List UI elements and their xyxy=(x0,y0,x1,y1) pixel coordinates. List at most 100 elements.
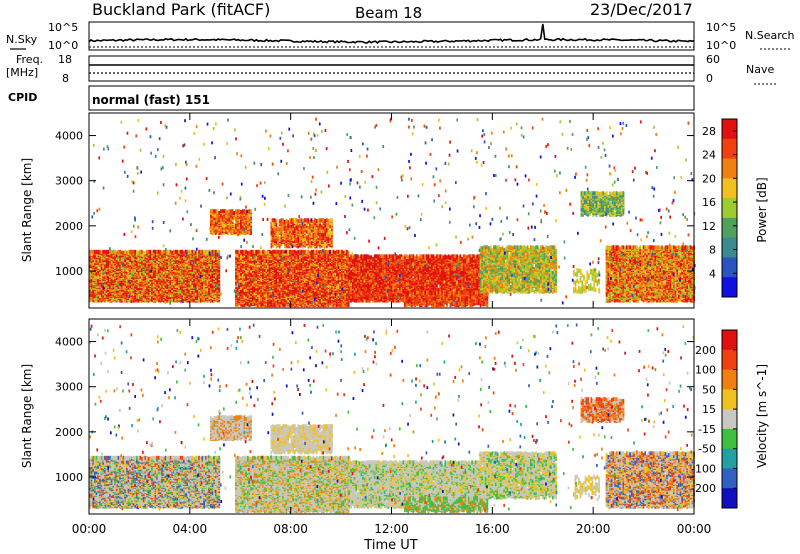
heatmap-cell xyxy=(188,249,190,254)
nave-tick-top: 60 xyxy=(706,53,720,66)
heatmap-cell xyxy=(142,253,145,258)
freq-label-2: [MHz] xyxy=(6,66,38,79)
heatmap-cell xyxy=(147,249,150,254)
heatmap-cell xyxy=(104,275,106,280)
heatmap-cell xyxy=(183,250,185,255)
heatmap-cell xyxy=(139,270,142,275)
heatmap-cell xyxy=(236,249,239,254)
nave-tick-bottom: 0 xyxy=(706,72,713,85)
heatmap-cell xyxy=(137,295,140,299)
heatmap-cell xyxy=(141,249,143,254)
heatmap-cell xyxy=(162,270,165,275)
heatmap-cell xyxy=(157,263,160,268)
heatmap-cell xyxy=(171,270,173,275)
freq-tick-top: 18 xyxy=(58,53,72,66)
heatmap-cell xyxy=(168,249,170,254)
heatmap-cell xyxy=(114,252,116,257)
noise-left-tick-bottom: 10^0 xyxy=(48,39,78,52)
heatmap-cell xyxy=(211,260,214,265)
heatmap-cell xyxy=(89,267,91,272)
noise-panel: N.Sky 10^5 10^0 10^5 10^0 N.Search xyxy=(6,21,795,52)
heatmap-cell xyxy=(191,266,194,271)
heatmap-cell xyxy=(100,258,103,263)
freq-label-1: Freq. xyxy=(16,53,43,66)
heatmap-cell xyxy=(131,249,133,254)
heatmap-cell xyxy=(238,249,241,254)
heatmap-cell xyxy=(142,250,145,255)
heatmap-cell xyxy=(161,250,163,255)
heatmap-cell xyxy=(263,249,266,254)
noise-left-tick-top: 10^5 xyxy=(48,21,78,34)
heatmap-cell xyxy=(250,249,252,254)
heatmap-cell xyxy=(95,277,98,282)
heatmap-cell xyxy=(100,249,103,254)
heatmap-cell xyxy=(255,249,258,254)
heatmap-cell xyxy=(201,249,204,254)
heatmap-cell xyxy=(191,249,194,254)
heatmap-cell xyxy=(191,290,194,295)
heatmap-cell xyxy=(132,285,135,289)
noise-search-label: N.Search xyxy=(745,29,795,42)
heatmap-cell xyxy=(126,292,128,297)
heatmap-cell xyxy=(89,249,91,254)
heatmap-cell xyxy=(253,270,256,275)
heatmap-cell xyxy=(240,249,242,254)
heatmap-cell xyxy=(199,249,202,254)
heatmap-cell xyxy=(90,249,93,254)
heatmap-cell xyxy=(139,249,142,254)
beam-label: Beam 18 xyxy=(355,4,422,22)
heatmap-cell xyxy=(107,262,110,267)
heatmap-cell xyxy=(162,249,165,254)
heatmap-cell xyxy=(114,277,116,282)
heatmap-cell xyxy=(218,249,221,254)
noise-sky-series xyxy=(88,23,695,44)
heatmap-cell xyxy=(173,249,175,254)
heatmap-cell xyxy=(171,250,173,255)
heatmap-cell xyxy=(189,249,192,254)
heatmap-cell xyxy=(152,260,155,265)
heatmap-cell xyxy=(157,249,160,254)
heatmap-cell xyxy=(176,249,179,254)
heatmap-cell xyxy=(253,249,256,254)
heatmap-cell xyxy=(164,249,167,254)
heatmap-cell xyxy=(149,249,152,254)
heatmap-cell xyxy=(122,297,125,302)
heatmap-cell xyxy=(213,249,216,254)
heatmap-cell xyxy=(107,249,110,254)
heatmap-cell xyxy=(120,271,123,276)
heatmap-cell xyxy=(265,250,268,255)
heatmap-cell xyxy=(272,249,274,254)
heatmap-cell xyxy=(159,266,162,271)
heatmap-cell xyxy=(99,265,101,270)
heatmap-cell xyxy=(203,249,205,254)
heatmap-cell xyxy=(110,279,113,284)
heatmap-cell xyxy=(184,249,187,254)
heatmap-cell xyxy=(105,249,108,254)
heatmap-cell xyxy=(247,250,249,255)
heatmap-cell xyxy=(131,255,133,260)
heatmap-cell xyxy=(156,275,158,280)
heatmap-cell xyxy=(112,261,115,266)
heatmap-cell xyxy=(252,249,254,254)
heatmap-cell xyxy=(159,249,162,254)
heatmap-cell xyxy=(112,249,115,254)
heatmap-cell xyxy=(273,249,276,254)
heatmap-cell xyxy=(132,249,135,254)
heatmap-cell xyxy=(270,250,273,255)
heatmap-cell xyxy=(110,249,113,254)
heatmap-cell xyxy=(169,249,172,254)
heatmap-cell xyxy=(206,249,209,254)
heatmap-cell xyxy=(107,276,110,280)
heatmap-cell xyxy=(268,249,271,254)
heatmap-cell xyxy=(141,295,143,300)
heatmap-cell xyxy=(205,249,207,254)
date-label: 23/Dec/2017 xyxy=(590,0,693,19)
heatmap-cell xyxy=(275,249,278,254)
heatmap-cell xyxy=(154,270,157,275)
heatmap-cell xyxy=(243,249,246,254)
heatmap-cell xyxy=(94,249,96,254)
heatmap-cell xyxy=(124,249,126,254)
heatmap-cell xyxy=(89,264,91,269)
nave-label: Nave xyxy=(746,63,774,76)
